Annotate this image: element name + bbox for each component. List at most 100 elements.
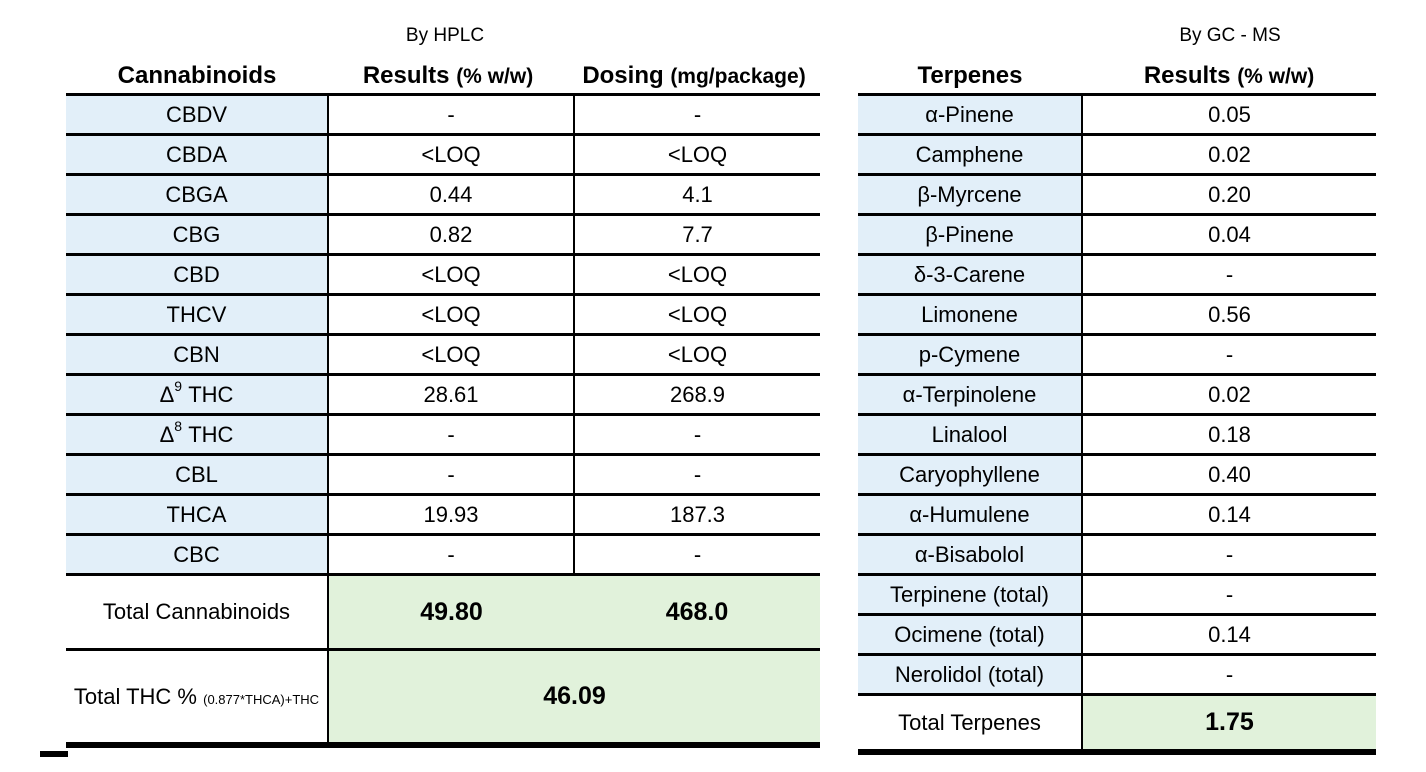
cannabinoid-result: <LOQ <box>328 334 575 376</box>
cannabinoid-name-text: THCV <box>166 301 227 327</box>
terpenes-header-label: Terpenes <box>917 62 1023 89</box>
total-thc-row: Total THC % (0.877*THCA)+THC 46.09 <box>66 649 820 748</box>
cannabinoid-name: CBDV <box>66 93 329 136</box>
dosing-header-label: Dosing <box>582 62 664 89</box>
cannabinoid-name: CBN <box>66 334 329 376</box>
terpene-name: Linalool <box>858 414 1083 456</box>
cannabinoid-row: THCV <LOQ <LOQ <box>66 294 820 336</box>
total-thc-label-cell: Total THC % (0.877*THCA)+THC <box>66 649 329 748</box>
cannabinoid-name-text: THCA <box>166 501 227 527</box>
cannabinoid-dose: <LOQ <box>574 294 820 336</box>
hplc-caption: By HPLC <box>405 25 485 46</box>
cannabinoid-row: CBDV - - <box>66 93 820 136</box>
total-terpenes-row: Total Terpenes 1.75 <box>858 694 1376 755</box>
terpene-row: α-Terpinolene 0.02 <box>858 374 1376 416</box>
cannabinoid-row: CBG 0.82 7.7 <box>66 214 820 256</box>
total-terpenes-value: 1.75 <box>1082 694 1376 755</box>
cannabinoid-result: <LOQ <box>328 254 575 296</box>
cannabinoid-name-text: CBDV <box>165 101 228 127</box>
terpene-row: Terpinene (total) - <box>858 574 1376 616</box>
cannabinoid-dose: <LOQ <box>574 134 820 176</box>
terpene-result: - <box>1082 534 1376 576</box>
terpene-result: 0.05 <box>1082 93 1376 136</box>
gcms-caption: By GC - MS <box>1179 25 1281 46</box>
cannabinoid-result: - <box>328 534 575 576</box>
cannabinoid-row: Δ8 THC - - <box>66 414 820 456</box>
total-cannabinoids-dose: 468.0 <box>574 574 820 651</box>
cannabinoid-row: Δ9 THC 28.61 268.9 <box>66 374 820 416</box>
terpene-result: - <box>1082 254 1376 296</box>
cannabinoid-dose: - <box>574 454 820 496</box>
results-header-unit: (% w/w) <box>456 65 534 88</box>
terpene-row: Nerolidol (total) - <box>858 654 1376 696</box>
cannabinoid-name-superscript: 8 <box>174 418 183 435</box>
terpene-result: 0.02 <box>1082 134 1376 176</box>
cannabinoid-dose: 7.7 <box>574 214 820 256</box>
terpene-results-header: Results (% w/w) <box>1082 62 1376 90</box>
terpene-row: Caryophyllene 0.40 <box>858 454 1376 496</box>
cannabinoid-dose: <LOQ <box>574 334 820 376</box>
terpene-name: p-Cymene <box>858 334 1083 376</box>
cannabinoid-name: Δ8 THC <box>66 414 329 456</box>
cannabinoid-name-suffix: THC <box>182 421 234 447</box>
terpene-name: Camphene <box>858 134 1083 176</box>
dosing-header: Dosing (mg/package) <box>568 62 820 90</box>
cannabinoid-result: <LOQ <box>328 294 575 336</box>
terpene-name: β-Myrcene <box>858 174 1083 216</box>
cannabinoid-name: CBG <box>66 214 329 256</box>
cannabinoid-row: CBD <LOQ <LOQ <box>66 254 820 296</box>
cannabinoid-name-text: CBDA <box>165 141 228 167</box>
cannabinoid-name-text: Δ <box>159 421 175 447</box>
cannabinoid-row: CBC - - <box>66 534 820 576</box>
terpene-row: Camphene 0.02 <box>858 134 1376 176</box>
terpene-row: α-Humulene 0.14 <box>858 494 1376 536</box>
terpene-results-header-unit: (% w/w) <box>1237 65 1315 88</box>
cannabinoid-row: THCA 19.93 187.3 <box>66 494 820 536</box>
terpene-result: 0.40 <box>1082 454 1376 496</box>
terpene-name: Nerolidol (total) <box>858 654 1083 696</box>
cannabinoid-name-text: CBD <box>173 261 220 287</box>
total-terpenes-label: Total Terpenes <box>858 694 1083 755</box>
cannabinoid-name: THCV <box>66 294 329 336</box>
cannabinoid-name: CBD <box>66 254 329 296</box>
terpene-result: 0.14 <box>1082 494 1376 536</box>
cannabinoids-header: Cannabinoids <box>66 62 328 90</box>
cannabinoid-dose: 187.3 <box>574 494 820 536</box>
cannabinoid-result: <LOQ <box>328 134 575 176</box>
cannabinoid-result: 28.61 <box>328 374 575 416</box>
cannabinoid-name: CBL <box>66 454 329 496</box>
cannabinoid-dose: 4.1 <box>574 174 820 216</box>
cannabinoid-name-suffix: THC <box>182 381 234 407</box>
terpene-row: Limonene 0.56 <box>858 294 1376 336</box>
total-thc-value: 46.09 <box>328 649 820 748</box>
cannabinoid-row: CBL - - <box>66 454 820 496</box>
terpene-name: β-Pinene <box>858 214 1083 256</box>
terpene-result: 0.56 <box>1082 294 1376 336</box>
total-thc-label: Total THC % <box>73 683 197 709</box>
terpene-result: - <box>1082 654 1376 696</box>
total-cannabinoids-row: Total Cannabinoids 49.80 468.0 <box>66 574 820 651</box>
terpene-result: 0.14 <box>1082 614 1376 656</box>
terpene-row: Linalool 0.18 <box>858 414 1376 456</box>
cannabinoid-row: CBN <LOQ <LOQ <box>66 334 820 376</box>
terpene-name: Caryophyllene <box>858 454 1083 496</box>
terpene-results-header-label: Results <box>1143 62 1231 89</box>
cannabinoid-name: THCA <box>66 494 329 536</box>
cannabinoid-result: 19.93 <box>328 494 575 536</box>
cannabinoid-result: - <box>328 454 575 496</box>
cannabinoid-name: CBC <box>66 534 329 576</box>
cannabinoid-name-text: CBG <box>172 221 221 247</box>
terpene-name: Terpinene (total) <box>858 574 1083 616</box>
terpene-row: δ-3-Carene - <box>858 254 1376 296</box>
cannabinoid-result: 0.82 <box>328 214 575 256</box>
cannabinoid-dose: - <box>574 93 820 136</box>
cannabinoid-dose: 268.9 <box>574 374 820 416</box>
cannabinoid-name-text: Δ <box>159 381 175 407</box>
total-cannabinoids-label: Total Cannabinoids <box>66 574 329 651</box>
terpene-row: α-Pinene 0.05 <box>858 93 1376 136</box>
cannabinoid-row: CBGA 0.44 4.1 <box>66 174 820 216</box>
cannabinoid-result: 0.44 <box>328 174 575 216</box>
bottom-rule-extension <box>40 751 68 757</box>
total-cannabinoids-result: 49.80 <box>328 574 574 651</box>
cannabinoid-name-text: CBC <box>173 541 220 567</box>
